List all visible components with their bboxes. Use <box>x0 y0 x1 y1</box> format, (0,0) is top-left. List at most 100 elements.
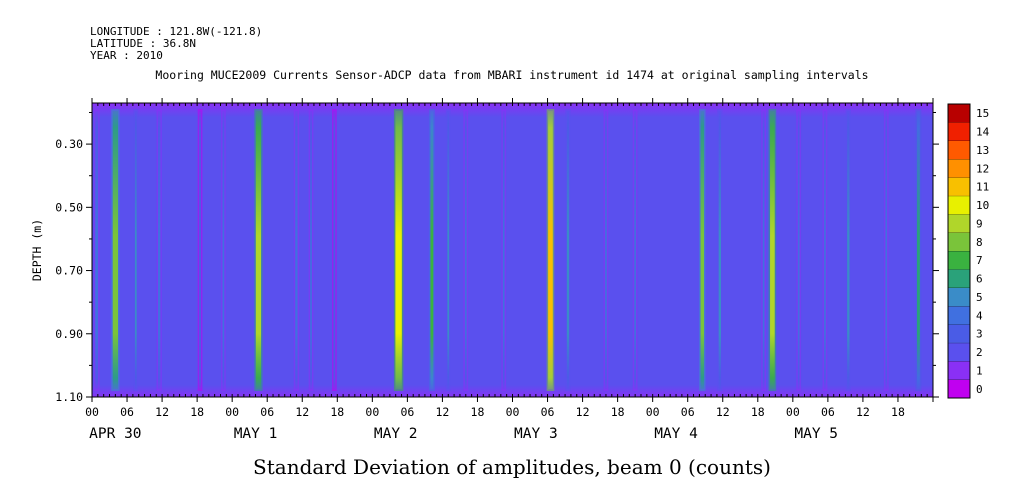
variance-band <box>447 111 450 389</box>
colorbar-swatch <box>948 232 970 251</box>
colorbar-swatch <box>948 195 970 215</box>
variance-band <box>222 111 225 389</box>
colorbar-label: 7 <box>976 254 983 267</box>
x-hour-label: 00 <box>85 405 99 419</box>
colorbar-swatch <box>948 251 970 270</box>
x-hour-label: 12 <box>716 405 730 419</box>
variance-band <box>605 111 607 389</box>
colorbar-swatch <box>948 159 970 178</box>
variance-band <box>847 111 850 389</box>
colorbar-label: 13 <box>976 144 989 157</box>
x-day-label: APR 30 <box>89 426 141 442</box>
x-hour-label: 06 <box>821 405 835 419</box>
x-day-label: MAY 5 <box>794 426 838 442</box>
x-hour-label: 12 <box>155 405 169 419</box>
variance-band <box>916 111 920 389</box>
colorbar-label: 0 <box>976 383 983 396</box>
y-axis-label: DEPTH (m) <box>30 219 44 281</box>
colorbar-label: 15 <box>976 107 989 120</box>
colorbar-label: 11 <box>976 181 989 194</box>
variance-band <box>634 111 637 389</box>
x-hour-label: 12 <box>295 405 309 419</box>
variance-band <box>255 111 262 389</box>
longitude-label: LONGITUDE : 121.8W(-121.8) <box>90 25 263 38</box>
x-day-label: MAY 2 <box>374 426 418 442</box>
colorbar-label: 3 <box>976 328 983 341</box>
x-hour-label: 18 <box>190 405 204 419</box>
variance-band <box>548 111 553 389</box>
surface-band <box>92 103 933 117</box>
colorbar-label: 10 <box>976 199 989 212</box>
year-label: YEAR : 2010 <box>90 49 163 62</box>
x-hour-label: 00 <box>225 405 239 419</box>
variance-band <box>566 111 570 389</box>
variance-band <box>770 111 775 389</box>
colorbar-label: 1 <box>976 364 983 377</box>
variance-band <box>700 111 705 389</box>
x-hour-label: 06 <box>681 405 695 419</box>
y-tick-label: 1.10 <box>55 390 83 404</box>
x-hour-label: 00 <box>646 405 660 419</box>
variance-band <box>333 111 336 389</box>
variance-band <box>95 111 99 389</box>
colorbar-swatch <box>948 379 970 398</box>
variance-band <box>464 111 467 389</box>
colorbar-label: 14 <box>976 126 990 139</box>
colorbar-swatch <box>948 122 970 141</box>
x-hour-label: 18 <box>330 405 344 419</box>
heatmap-background <box>92 103 933 397</box>
colorbar-swatch <box>948 177 970 196</box>
colorbar-swatch <box>948 140 970 160</box>
y-tick-label: 0.70 <box>55 264 83 278</box>
variance-band <box>824 111 826 389</box>
x-hour-label: 00 <box>786 405 800 419</box>
x-hour-label: 00 <box>506 405 520 419</box>
variance-band <box>885 111 888 389</box>
colorbar-swatch <box>948 287 970 307</box>
x-day-label: MAY 4 <box>654 426 698 442</box>
variance-band <box>718 111 721 389</box>
variance-band <box>310 111 312 389</box>
variance-band <box>395 111 402 389</box>
colorbar-swatch <box>948 342 970 362</box>
colorbar-label: 12 <box>976 162 989 175</box>
x-hour-label: 12 <box>576 405 590 419</box>
colorbar-label: 2 <box>976 346 983 359</box>
x-hour-label: 00 <box>365 405 379 419</box>
colorbar-swatch <box>948 269 970 288</box>
x-hour-label: 06 <box>260 405 274 419</box>
x-hour-label: 18 <box>891 405 905 419</box>
x-axis-label: Standard Deviation of amplitudes, beam 0… <box>253 455 771 479</box>
x-hour-label: 06 <box>400 405 414 419</box>
variance-band <box>762 111 765 389</box>
colorbar-swatch <box>948 214 970 233</box>
x-hour-label: 18 <box>751 405 765 419</box>
y-tick-label: 0.50 <box>55 200 83 214</box>
x-hour-label: 06 <box>120 405 134 419</box>
variance-band <box>199 111 201 389</box>
x-hour-label: 18 <box>611 405 625 419</box>
colorbar-label: 9 <box>976 217 983 230</box>
variance-band <box>430 111 434 389</box>
y-tick-label: 0.30 <box>55 137 83 151</box>
colorbar-swatch <box>948 361 970 380</box>
variance-band <box>134 111 137 389</box>
y-tick-label: 0.90 <box>55 327 83 341</box>
colorbar-label: 5 <box>976 291 983 304</box>
variance-band <box>157 111 161 389</box>
colorbar-frame <box>947 103 971 399</box>
variance-band <box>797 111 800 389</box>
colorbar-swatch <box>948 104 970 123</box>
x-day-label: MAY 1 <box>234 426 278 442</box>
x-day-label: MAY 3 <box>514 426 558 442</box>
colorbar-label: 8 <box>976 236 983 249</box>
x-hour-label: 18 <box>471 405 485 419</box>
colorbar-label: 6 <box>976 273 983 286</box>
chart-title: Mooring MUCE2009 Currents Sensor-ADCP da… <box>155 68 868 82</box>
variance-band <box>112 111 118 389</box>
x-hour-label: 12 <box>856 405 870 419</box>
x-hour-label: 06 <box>541 405 555 419</box>
colorbar-label: 4 <box>976 309 983 322</box>
colorbar-swatch <box>948 306 970 325</box>
